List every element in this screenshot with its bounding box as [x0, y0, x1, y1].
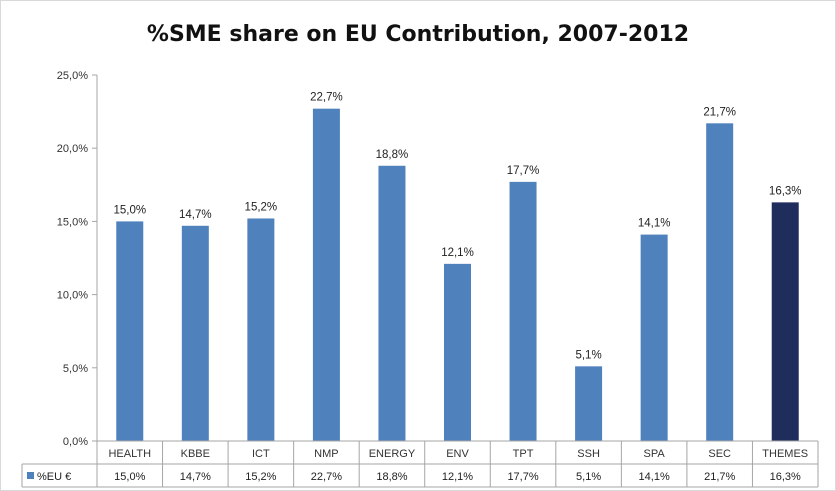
- y-tick-label: 20,0%: [57, 143, 88, 155]
- category-label: HEALTH: [108, 448, 151, 460]
- bars: [116, 108, 799, 441]
- table-value: 15,0%: [114, 471, 145, 483]
- table-value: 22,7%: [311, 471, 342, 483]
- data-table: %EU € HEALTH 15,0% KBBE 14,7% ICT 15,2% NMP 22,7…: [21, 440, 819, 488]
- category-label: NMP: [314, 448, 338, 460]
- table-value: 14,1%: [639, 471, 670, 483]
- category-label: SEC: [708, 448, 731, 460]
- table-value: 16,3%: [770, 471, 801, 483]
- table-value: 21,7%: [704, 471, 735, 483]
- bar-energy: [378, 165, 406, 441]
- data-label: 15,2%: [245, 201, 278, 213]
- data-label: 16,3%: [769, 185, 802, 197]
- category-label: THEMES: [762, 448, 808, 460]
- data-label: 5,1%: [575, 349, 601, 361]
- bar-env: [444, 263, 471, 441]
- data-label: 14,1%: [638, 218, 671, 230]
- data-label: 22,7%: [310, 92, 343, 104]
- legend-swatch: [27, 472, 34, 479]
- chart-title: %SME share on EU Contribution, 2007-2012: [146, 22, 690, 47]
- category-label: SSH: [577, 448, 600, 460]
- bar-kbbe: [181, 225, 209, 441]
- y-tick-label: 10,0%: [57, 290, 88, 302]
- table-value: 14,7%: [180, 471, 211, 483]
- data-label: 18,8%: [376, 149, 409, 161]
- table-value: 15,2%: [245, 471, 276, 483]
- category-label: KBBE: [181, 448, 210, 460]
- series-name: %EU €: [37, 471, 71, 483]
- bar-themes: [771, 202, 799, 441]
- category-label: TPT: [513, 448, 534, 460]
- y-axis: 0,0% 5,0% 10,0% 15,0% 20,0% 25,0%: [57, 70, 98, 487]
- bar-ict: [247, 218, 275, 441]
- table-value: 12,1%: [442, 471, 473, 483]
- data-label: 21,7%: [703, 106, 736, 118]
- data-label: 15,0%: [113, 204, 146, 216]
- data-label: 12,1%: [441, 247, 474, 259]
- table-value: 18,8%: [376, 471, 407, 483]
- y-tick-label: 5,0%: [63, 363, 88, 375]
- data-label: 14,7%: [179, 209, 212, 221]
- category-label: SPA: [644, 448, 666, 460]
- data-labels: 15,0% 14,7% 15,2% 22,7% 18,8% 12,1% 17,7% 5,1% 1…: [113, 92, 801, 362]
- bar-health: [116, 221, 144, 441]
- table-value: 17,7%: [507, 471, 538, 483]
- data-label: 17,7%: [507, 165, 540, 177]
- table-value: 5,1%: [576, 471, 601, 483]
- bar-sec: [706, 123, 734, 441]
- y-tick-label: 25,0%: [57, 70, 88, 82]
- bar-ssh: [575, 366, 603, 441]
- bar-tpt: [509, 181, 537, 441]
- bar-spa: [640, 234, 668, 441]
- y-tick-label: 15,0%: [57, 216, 88, 228]
- y-tick-label: 0,0%: [63, 436, 88, 448]
- bar-nmp: [312, 108, 340, 441]
- category-label: ICT: [252, 448, 270, 460]
- category-label: ENV: [446, 448, 469, 460]
- category-label: ENERGY: [369, 448, 416, 460]
